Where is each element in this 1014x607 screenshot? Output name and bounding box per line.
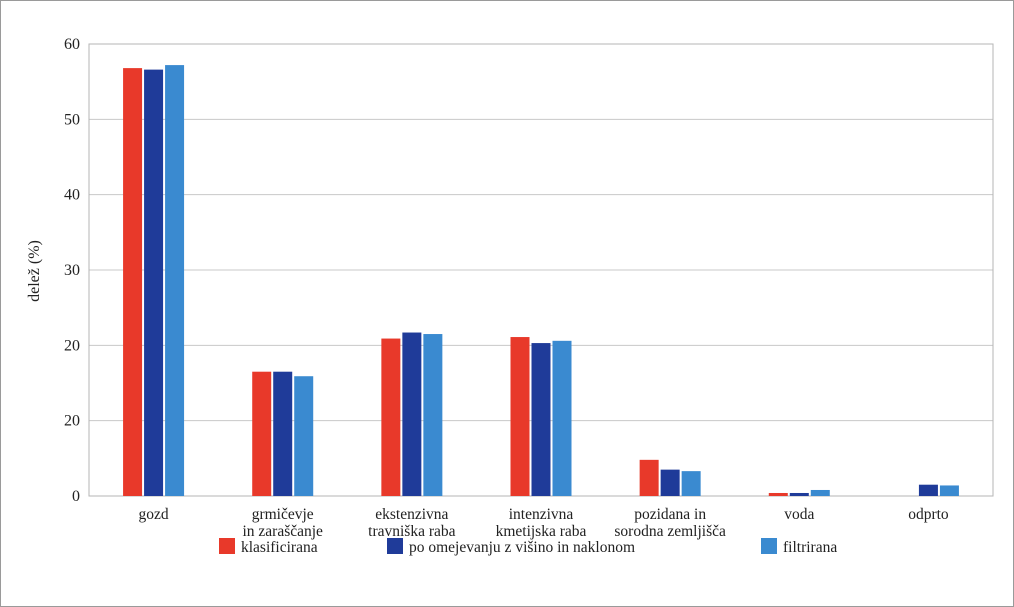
legend-swatch (219, 538, 235, 554)
bar (918, 484, 938, 496)
y-tick-labels: 0 20 20 30 40 50 60 (64, 36, 80, 505)
category-label: intenzivna kmetijska raba (496, 506, 587, 540)
bar (510, 337, 530, 496)
category-label: grmičevje in zaraščanje (242, 506, 323, 540)
category-label: pozidana in sorodna zemljišča (614, 506, 726, 540)
bar (660, 469, 680, 496)
bar (789, 492, 809, 496)
category-label: gozd (139, 506, 169, 523)
category-label: voda (784, 506, 814, 523)
legend-label: po omejevanju z višino in naklonom (409, 539, 635, 556)
bar (939, 485, 959, 496)
y-tick-label: 60 (64, 36, 80, 53)
category-labels: gozd grmičevje in zaraščanje ekstenzivna tra… (139, 506, 949, 540)
y-tick-label: 0 (72, 488, 80, 505)
bar (252, 371, 272, 496)
legend: klasificirana po omejevanju z višino in n… (219, 538, 837, 556)
bar (165, 65, 185, 497)
bar (681, 471, 701, 496)
y-tick-label: 20 (64, 337, 80, 354)
category-label: odprto (908, 506, 949, 523)
y-tick-label: 20 (64, 413, 80, 430)
category-label: ekstenzivna travniška raba (368, 506, 455, 540)
bar (402, 332, 422, 496)
bar (381, 338, 401, 496)
legend-label: klasificirana (241, 539, 318, 556)
bar (423, 334, 443, 496)
bars (123, 65, 959, 497)
bar (294, 376, 314, 496)
legend-swatch (387, 538, 403, 554)
bar (531, 343, 551, 496)
bar (273, 371, 293, 496)
bar (639, 459, 659, 496)
y-tick-label: 40 (64, 187, 80, 204)
bar (144, 69, 164, 496)
y-axis-label: delež (%) (26, 240, 43, 302)
legend-swatch (761, 538, 777, 554)
bar (810, 489, 830, 496)
gridlines (89, 118, 993, 422)
bar (768, 492, 788, 496)
legend-label: filtrirana (783, 539, 837, 556)
y-tick-label: 30 (64, 262, 80, 279)
bar (123, 68, 143, 497)
bar (552, 340, 572, 496)
y-tick-label: 50 (64, 111, 80, 128)
